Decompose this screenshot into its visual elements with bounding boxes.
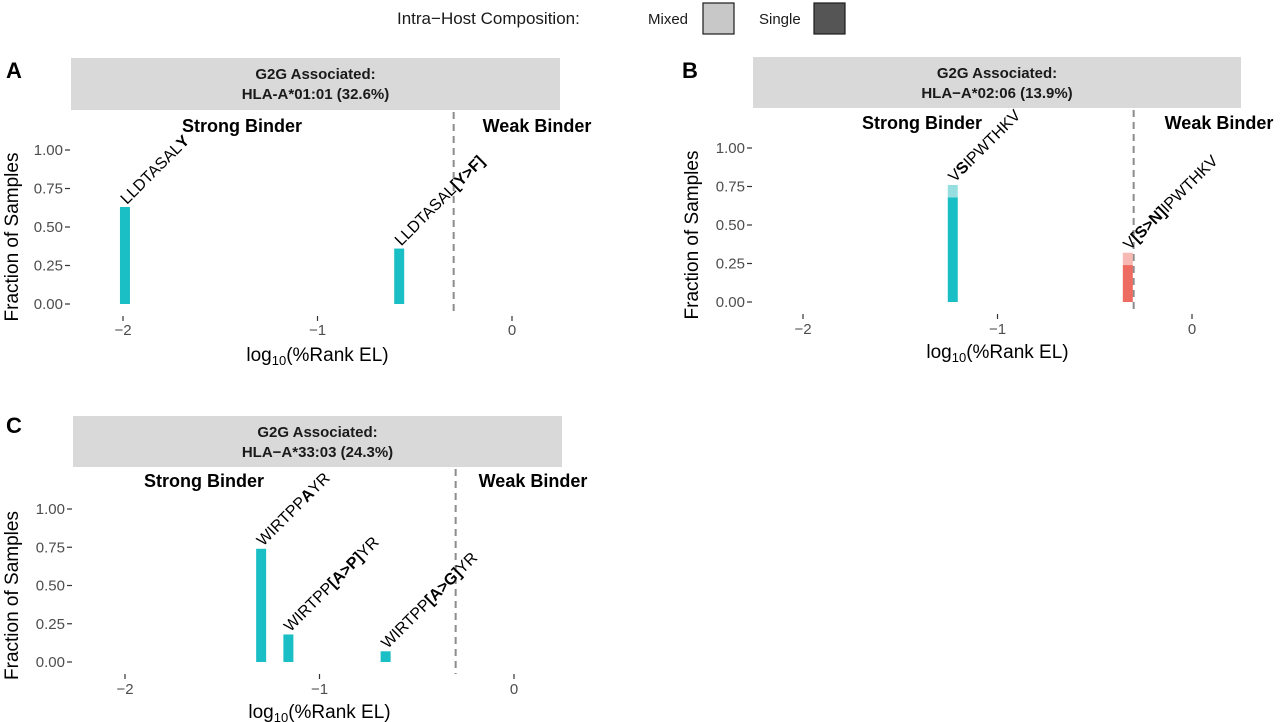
panel-letter: A bbox=[6, 58, 22, 83]
facet-strip-line1: G2G Associated: bbox=[937, 65, 1057, 82]
x-tick-label: −2 bbox=[114, 322, 131, 339]
bar-mixed bbox=[947, 184, 958, 198]
y-axis-title: Fraction of Samples bbox=[2, 511, 23, 680]
x-tick-label: −2 bbox=[794, 321, 811, 338]
legend: Intra−Host Composition: Mixed Single bbox=[397, 2, 846, 35]
weak-binder-label: Weak Binder bbox=[479, 471, 588, 491]
facet-strip bbox=[71, 58, 560, 110]
x-tick-label: 0 bbox=[510, 681, 518, 698]
peptide-label: V[S>N]IPWTHKV bbox=[1121, 152, 1222, 253]
y-tick-label: 0.75 bbox=[36, 539, 65, 556]
peptide-label: LLDTASALY bbox=[118, 132, 194, 208]
bar-mixed bbox=[1122, 252, 1133, 266]
x-tick-label: −1 bbox=[309, 322, 326, 339]
y-tick-label: 1.00 bbox=[34, 142, 63, 159]
panel-a: A G2G Associated: HLA-A*01:01 (32.6%) Stron… bbox=[2, 58, 591, 368]
x-tick-label: −2 bbox=[116, 681, 133, 698]
peptide-label: WIRTPP[A>G]YR bbox=[378, 549, 481, 652]
x-axis-title: log10(%Rank EL) bbox=[248, 702, 390, 722]
facet-strip-line2: HLA−A*02:06 (13.9%) bbox=[921, 85, 1072, 102]
x-tick-label: −1 bbox=[989, 321, 1006, 338]
bar-single bbox=[380, 651, 391, 662]
peptide-label: LLDTASAL[Y>F] bbox=[392, 153, 488, 249]
panel-letter: C bbox=[6, 413, 22, 438]
facet-strip bbox=[753, 57, 1241, 108]
bar-single bbox=[119, 206, 130, 304]
y-tick-label: 1.00 bbox=[36, 501, 65, 518]
weak-binder-label: Weak Binder bbox=[483, 116, 592, 136]
y-tick-label: 0.50 bbox=[716, 217, 745, 234]
bar-single bbox=[394, 248, 405, 304]
strong-binder-label: Strong Binder bbox=[862, 113, 982, 133]
y-tick-label: 0.50 bbox=[36, 578, 65, 595]
legend-single-label: Single bbox=[759, 11, 801, 28]
strong-binder-label: Strong Binder bbox=[182, 116, 302, 136]
panel-c: C G2G Associated: HLA−A*33:03 (24.3%) Stron… bbox=[2, 413, 587, 722]
y-tick-label: 1.00 bbox=[716, 140, 745, 157]
y-tick-label: 0.00 bbox=[716, 294, 745, 311]
legend-mixed-swatch bbox=[702, 2, 735, 35]
x-tick-label: 0 bbox=[508, 322, 516, 339]
panel-letter: B bbox=[682, 58, 698, 83]
x-tick-label: 0 bbox=[1188, 321, 1196, 338]
legend-single-swatch bbox=[813, 2, 846, 35]
peptide-label: WIRTPP[A>P]YR bbox=[281, 534, 382, 635]
y-tick-label: 0.75 bbox=[34, 181, 63, 198]
y-tick-label: 0.25 bbox=[34, 258, 63, 275]
x-axis-title: log10(%Rank EL) bbox=[926, 342, 1068, 365]
strong-binder-label: Strong Binder bbox=[144, 471, 264, 491]
facet-strip-line1: G2G Associated: bbox=[257, 424, 377, 441]
bar-single bbox=[256, 548, 267, 662]
y-tick-label: 0.50 bbox=[34, 219, 63, 236]
bar-single bbox=[1122, 265, 1133, 302]
y-axis-title: Fraction of Samples bbox=[2, 153, 23, 322]
y-tick-label: 0.25 bbox=[36, 616, 65, 633]
y-tick-label: 0.25 bbox=[716, 256, 745, 273]
facet-strip-line2: HLA-A*01:01 (32.6%) bbox=[242, 86, 390, 103]
legend-title: Intra−Host Composition: bbox=[397, 9, 580, 28]
legend-mixed-label: Mixed bbox=[648, 11, 688, 28]
x-axis-title: log10(%Rank EL) bbox=[246, 345, 388, 368]
facet-strip bbox=[73, 416, 562, 467]
bar-single bbox=[947, 197, 958, 302]
y-axis-title: Fraction of Samples bbox=[682, 151, 703, 320]
y-tick-label: 0.00 bbox=[36, 654, 65, 671]
y-tick-label: 0.75 bbox=[716, 179, 745, 196]
peptide-label: WIRTPPAYR bbox=[254, 470, 334, 550]
facet-strip-line1: G2G Associated: bbox=[255, 66, 375, 83]
facet-strip-line2: HLA−A*33:03 (24.3%) bbox=[242, 444, 393, 461]
bar-single bbox=[283, 634, 294, 662]
y-tick-label: 0.00 bbox=[34, 296, 63, 313]
panel-b: B G2G Associated: HLA−A*02:06 (13.9%) Stron… bbox=[682, 57, 1273, 365]
x-tick-label: −1 bbox=[311, 681, 328, 698]
weak-binder-label: Weak Binder bbox=[1165, 113, 1274, 133]
